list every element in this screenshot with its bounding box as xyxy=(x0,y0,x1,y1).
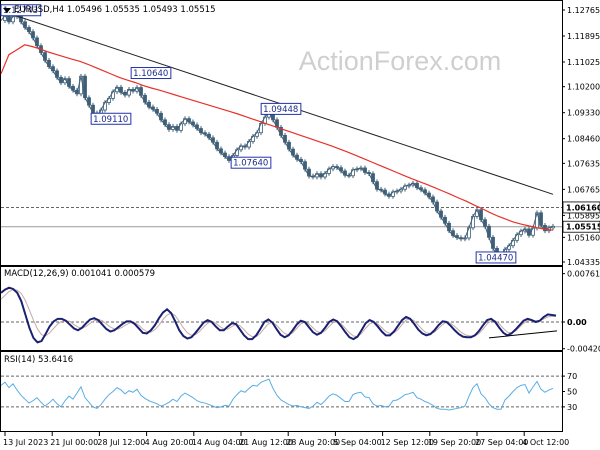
time-axis-label: 5 Sep 04:00 xyxy=(333,438,381,447)
macd-signal-line xyxy=(0,289,556,338)
time-axis-label: 21 Jul 00:00 xyxy=(50,438,98,447)
price-marker-label: 1.05515 xyxy=(566,223,600,232)
price-marker-box xyxy=(562,220,600,233)
rsi-axis-label: 50 xyxy=(567,388,577,397)
price-axis-label: 1.07635 xyxy=(567,159,600,168)
price-panel xyxy=(0,0,563,266)
price-annotation-label: 1.09110 xyxy=(93,115,128,125)
macd-divergence-line xyxy=(488,330,558,339)
rsi-series xyxy=(0,375,562,411)
price-axis-label: 1.05160 xyxy=(567,233,600,242)
moving-average-line xyxy=(0,44,554,231)
watermark: ActionForex.com xyxy=(299,46,502,76)
price-axis-label: 1.10200 xyxy=(567,83,600,92)
time-axis-label: 27 Sep 04:00 xyxy=(475,438,528,447)
price-annotation-label: 1.04470 xyxy=(478,253,513,263)
price-axis-label: 1.08460 xyxy=(567,135,600,144)
price-annotation-label: 1.07640 xyxy=(233,159,268,169)
macd-axis-label: -0.004205 xyxy=(567,345,600,354)
macd-axis-label: 0.00761 xyxy=(567,270,600,279)
price-axis-label: 1.12765 xyxy=(567,6,600,15)
time-axis-label: 19 Sep 20:00 xyxy=(428,438,481,447)
trendline xyxy=(0,10,554,195)
price-axis-label: 1.11025 xyxy=(567,58,600,67)
rsi-title: RSI(14) 53.6416 xyxy=(4,355,73,365)
rsi-axis-label: 70 xyxy=(567,372,577,381)
macd-panel xyxy=(0,266,563,351)
price-annotation-label: 1.12743 xyxy=(3,6,38,16)
price-axis-label: 1.04335 xyxy=(567,258,600,267)
price-annotation-box xyxy=(130,67,172,80)
price-annotation-box xyxy=(230,156,272,169)
time-axis-label: 13 Jul 2023 xyxy=(3,438,48,447)
time-axis-label: 21 Aug 12:00 xyxy=(239,438,293,447)
macd-main-line xyxy=(0,286,557,344)
macd-title: MACD(12,26,9) 0.001041 0.000579 xyxy=(4,269,155,279)
rsi-axis-label: 30 xyxy=(567,403,577,412)
rsi-line xyxy=(0,378,554,411)
axes: 1.12765 1.11895 1.11025 1.10200 1.09330 1.084… xyxy=(3,6,600,447)
time-axis-label: 4 Aug 20:00 xyxy=(145,438,194,447)
price-annotation-box xyxy=(260,102,302,115)
symbol-line: EURUSD,H4 1.05496 1.05535 1.05493 1.0551… xyxy=(14,5,216,15)
symbol-header: EURUSD,H4 1.05496 1.05535 1.05493 1.0551… xyxy=(3,5,216,15)
time-axis-label: 4 Oct 12:00 xyxy=(522,438,569,447)
price-axis-label: 1.05895 xyxy=(567,211,600,220)
macd-axis-label: 0.00 xyxy=(567,318,587,327)
time-axis-label: 28 Aug 20:00 xyxy=(286,438,340,447)
annotations: 1.12743 1.10640 1.09110 1.09448 1.07640 1.044… xyxy=(0,4,517,264)
price-axis-label: 1.11895 xyxy=(567,32,600,41)
price-marker-label: 1.06160 xyxy=(566,203,600,212)
time-axis-label: 28 Jul 12:00 xyxy=(97,438,145,447)
price-annotation-box xyxy=(90,112,132,125)
price-marker-box xyxy=(562,201,600,214)
time-axis-label: 14 Aug 04:00 xyxy=(192,438,246,447)
macd-series xyxy=(0,286,562,344)
dropdown-triangle-icon[interactable] xyxy=(3,8,11,13)
price-annotation-box xyxy=(475,251,517,264)
price-axis-label: 1.06765 xyxy=(567,185,600,194)
price-annotation-label: 1.09448 xyxy=(263,105,298,115)
price-annotation-label: 1.10640 xyxy=(133,69,168,79)
time-axis-label: 12 Sep 12:00 xyxy=(381,438,434,447)
price-axis-label: 1.09330 xyxy=(567,109,600,118)
price-annotation-box xyxy=(0,4,42,17)
rsi-panel xyxy=(0,351,563,432)
